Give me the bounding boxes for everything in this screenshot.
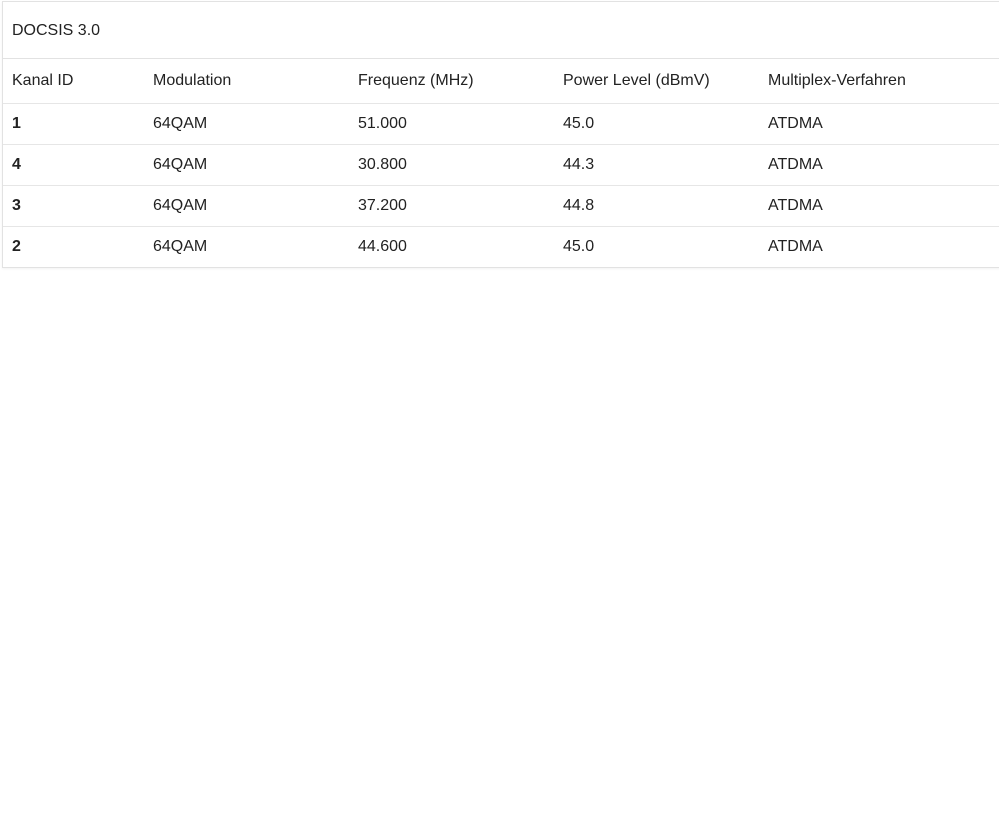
cell-modulation: 64QAM [144, 226, 349, 267]
cell-modulation: 64QAM [144, 144, 349, 186]
cell-kanal-id: 1 [3, 103, 144, 145]
cell-power-level: 45.0 [554, 103, 759, 145]
cell-multiplex: ATDMA [759, 226, 999, 267]
cell-modulation: 64QAM [144, 103, 349, 145]
cell-frequenz: 30.800 [349, 144, 554, 186]
cell-kanal-id: 3 [3, 185, 144, 227]
cell-power-level: 45.0 [554, 226, 759, 267]
channel-table: Kanal ID Modulation Frequenz (MHz) Power… [3, 59, 999, 267]
table-header: Kanal ID Modulation Frequenz (MHz) Power… [3, 59, 999, 104]
header-power-level: Power Level (dBmV) [563, 72, 710, 89]
header-frequenz: Frequenz (MHz) [358, 72, 474, 89]
cell-power-level: 44.3 [554, 144, 759, 186]
cell-frequenz: 44.600 [349, 226, 554, 267]
cell-multiplex: ATDMA [759, 185, 999, 227]
table-row: 3 64QAM 37.200 44.8 ATDMA [3, 185, 999, 227]
cell-multiplex: ATDMA [759, 103, 999, 145]
table-row: 2 64QAM 44.600 45.0 ATDMA [3, 226, 999, 267]
panel-title: DOCSIS 3.0 [3, 2, 999, 59]
header-modulation: Modulation [153, 72, 232, 89]
cell-frequenz: 51.000 [349, 103, 554, 145]
cell-frequenz: 37.200 [349, 185, 554, 227]
cell-modulation: 64QAM [144, 185, 349, 227]
table-row: 4 64QAM 30.800 44.3 ATDMA [3, 144, 999, 186]
table-row: 1 64QAM 51.000 45.0 ATDMA [3, 103, 999, 145]
cell-multiplex: ATDMA [759, 144, 999, 186]
cell-power-level: 44.8 [554, 185, 759, 227]
cell-kanal-id: 4 [3, 144, 144, 186]
cell-kanal-id: 2 [3, 226, 144, 267]
header-multiplex: Multiplex-Verfahren [768, 72, 906, 89]
docsis-panel: DOCSIS 3.0 Kanal ID Modulation Frequenz … [2, 1, 999, 268]
header-kanal-id: Kanal ID [12, 72, 74, 89]
